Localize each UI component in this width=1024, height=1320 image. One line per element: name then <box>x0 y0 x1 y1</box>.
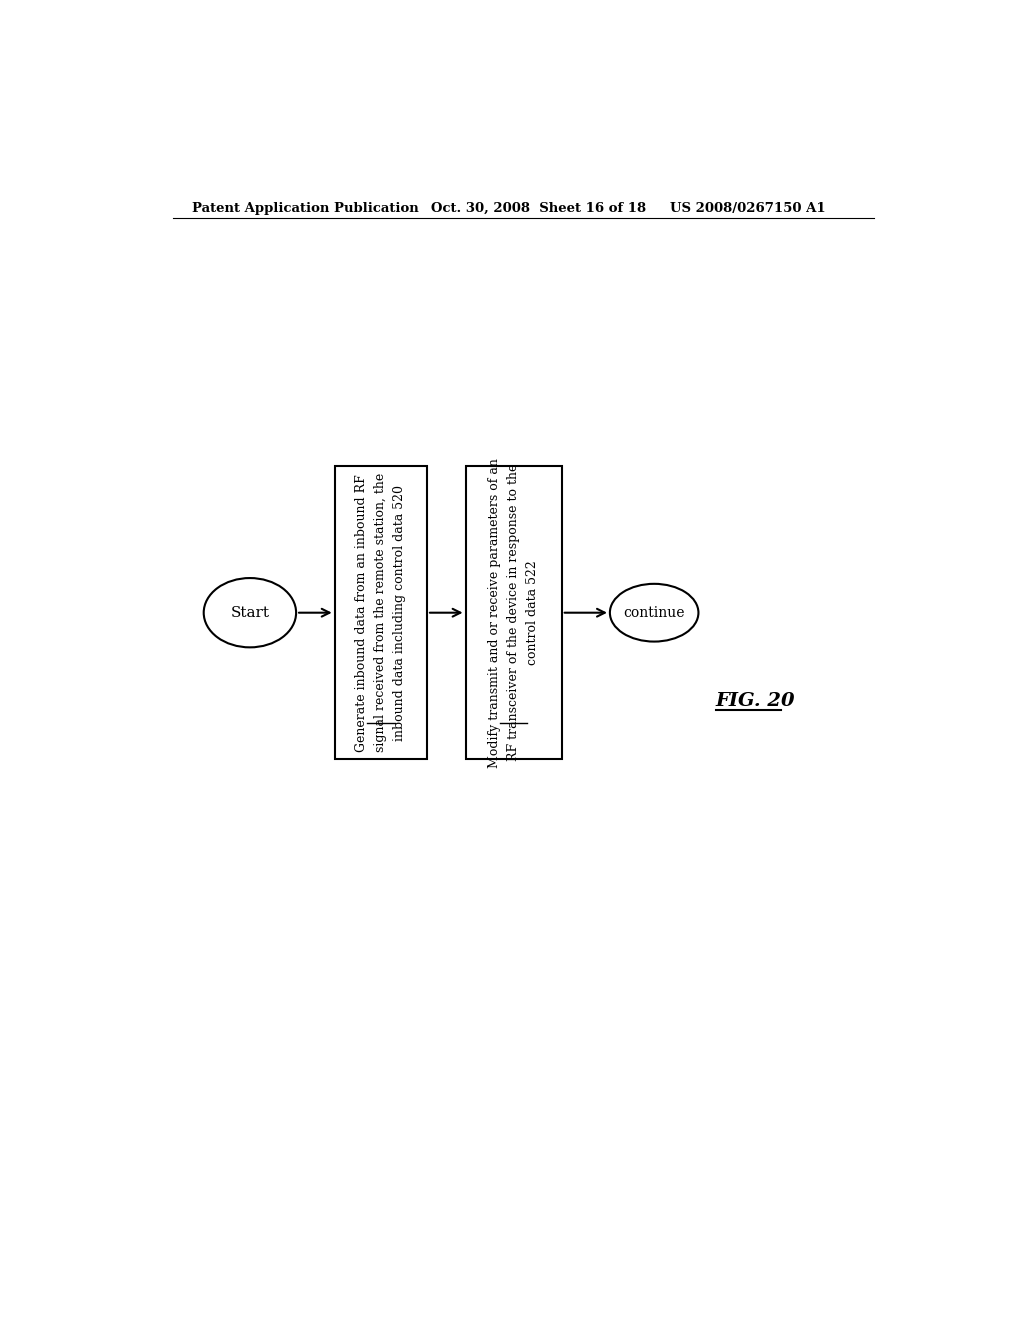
Bar <box>466 466 562 759</box>
Text: Patent Application Publication: Patent Application Publication <box>193 202 419 215</box>
Text: US 2008/0267150 A1: US 2008/0267150 A1 <box>670 202 825 215</box>
Text: Start: Start <box>230 606 269 619</box>
Ellipse shape <box>204 578 296 647</box>
Text: Oct. 30, 2008  Sheet 16 of 18: Oct. 30, 2008 Sheet 16 of 18 <box>431 202 646 215</box>
Text: Generate inbound data from an inbound RF
signal received from the remote station: Generate inbound data from an inbound RF… <box>355 473 407 752</box>
Bar <box>335 466 427 759</box>
Text: continue: continue <box>624 606 685 619</box>
Text: Modify transmit and or receive parameters of an
RF transceiver of the device in : Modify transmit and or receive parameter… <box>488 458 539 768</box>
Ellipse shape <box>610 583 698 642</box>
Text: FIG. 20: FIG. 20 <box>716 692 796 710</box>
